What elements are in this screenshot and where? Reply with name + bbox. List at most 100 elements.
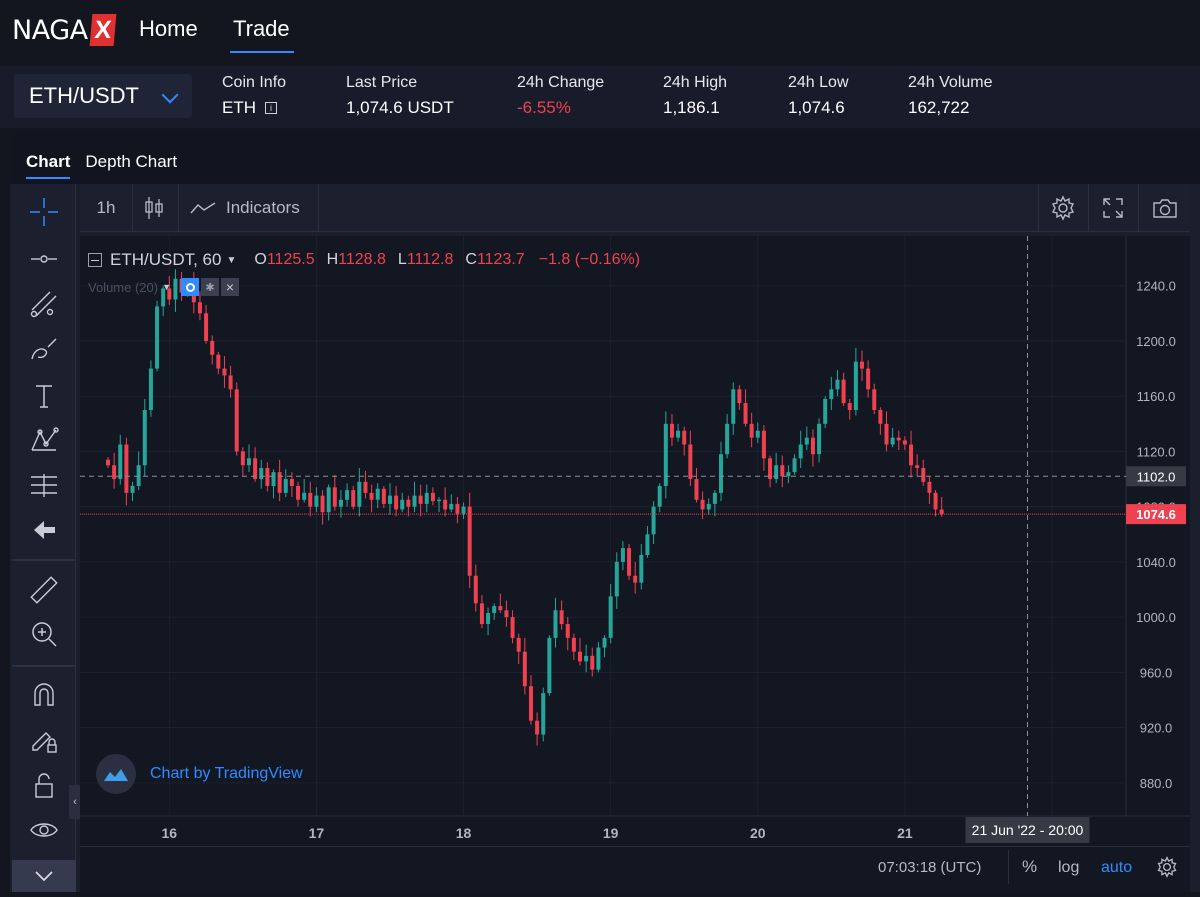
- study-remove-icon[interactable]: ×: [221, 278, 240, 296]
- chart-settings-gear-icon[interactable]: [1156, 856, 1178, 883]
- candle: [853, 347, 858, 416]
- tab-chart[interactable]: Chart: [26, 152, 71, 179]
- tradingview-watermark[interactable]: Chart by TradingView: [96, 754, 303, 794]
- interval-button[interactable]: 1h: [96, 198, 116, 217]
- candle-style-icon[interactable]: [134, 184, 174, 232]
- nav-home[interactable]: Home: [139, 16, 198, 41]
- candle: [890, 427, 895, 448]
- eye-icon[interactable]: [24, 812, 64, 848]
- ruler-icon[interactable]: [24, 572, 64, 608]
- crosshair-time-badge: 21 Jun '22 - 20:00: [965, 817, 1090, 843]
- candle: [167, 276, 172, 306]
- trend-line-icon[interactable]: [24, 241, 64, 277]
- candle: [259, 459, 264, 489]
- caret-down-icon[interactable]: ▼: [162, 282, 172, 292]
- legend-symbol[interactable]: ETH/USDT, 60: [110, 250, 222, 269]
- candle: [148, 360, 153, 417]
- lock-drawing-icon[interactable]: [24, 722, 64, 758]
- naga-logo[interactable]: NAGA X: [12, 12, 116, 48]
- fib-tool-icon[interactable]: [24, 286, 64, 322]
- info-icon[interactable]: i: [265, 102, 277, 114]
- utc-clock[interactable]: 07:03:18 (UTC): [878, 859, 982, 876]
- text-tool-icon[interactable]: [24, 378, 64, 414]
- hide-toolbar-handle[interactable]: ‹: [69, 785, 81, 819]
- pattern-tool-icon[interactable]: [24, 422, 64, 458]
- y-tick-label: 1000.0: [1136, 610, 1176, 625]
- candle: [829, 376, 834, 410]
- candle: [338, 490, 343, 518]
- candle: [228, 365, 233, 398]
- candle: [326, 484, 331, 521]
- candle: [706, 498, 711, 515]
- toolbar-divider: [132, 184, 133, 232]
- watermark-text: Chart by TradingView: [150, 765, 303, 782]
- indicators-button[interactable]: Indicators: [190, 184, 320, 232]
- fullscreen-icon[interactable]: [1092, 184, 1134, 232]
- settings-gear-icon[interactable]: [1042, 184, 1084, 232]
- back-arrow-icon[interactable]: [24, 512, 64, 548]
- candle: [345, 483, 350, 507]
- candle: [528, 675, 533, 725]
- candle: [725, 414, 730, 459]
- candle: [222, 356, 227, 388]
- change-24h: 24h Change -6.55%: [517, 74, 604, 118]
- candle: [608, 584, 613, 644]
- zoom-in-icon[interactable]: [24, 616, 64, 652]
- low-label: L: [397, 251, 407, 268]
- candle: [657, 483, 662, 513]
- legend-high: H1128.8: [327, 251, 398, 269]
- open-label: O: [254, 251, 267, 268]
- top-navigation: NAGA X Home Trade: [0, 0, 1200, 64]
- unlock-icon[interactable]: [24, 767, 64, 803]
- candle: [761, 425, 766, 471]
- price-chart[interactable]: 880.0920.0960.01000.01040.01080.01120.01…: [80, 236, 1190, 892]
- log-scale-toggle[interactable]: log: [1058, 859, 1080, 876]
- crosshair-icon[interactable]: [24, 194, 64, 230]
- candle: [804, 426, 809, 451]
- caret-down-icon[interactable]: ▼: [226, 254, 237, 266]
- candle: [161, 285, 166, 317]
- candle: [823, 396, 828, 428]
- low-label: 24h Low: [788, 74, 849, 91]
- candlestick-chart[interactable]: 880.0920.0960.01000.01040.01080.01120.01…: [80, 236, 1190, 892]
- tradingview-logo-icon: [96, 754, 136, 794]
- percent-scale-toggle[interactable]: %: [1022, 857, 1038, 876]
- svg-text:21 Jun '22 - 20:00: 21 Jun '22 - 20:00: [972, 822, 1084, 838]
- study-settings-icon[interactable]: ✱: [201, 278, 220, 296]
- pair-selector[interactable]: ETH/USDT: [14, 74, 192, 118]
- price-axis[interactable]: [1126, 236, 1190, 816]
- candle: [216, 352, 221, 375]
- legend-close: C1123.7: [465, 251, 538, 269]
- camera-icon[interactable]: [1142, 184, 1188, 232]
- eye-toggle-icon[interactable]: [181, 278, 200, 296]
- tab-depth-chart[interactable]: Depth Chart: [85, 152, 178, 171]
- candle: [197, 291, 202, 321]
- brush-icon[interactable]: [24, 331, 64, 367]
- candle: [375, 483, 380, 509]
- candle: [486, 607, 491, 636]
- candle: [437, 497, 442, 513]
- volume-study-label[interactable]: Volume (20): [88, 279, 159, 295]
- candle: [424, 484, 429, 513]
- nav-trade[interactable]: Trade: [230, 16, 294, 53]
- candle: [296, 481, 301, 507]
- forecast-tool-icon[interactable]: [24, 467, 64, 503]
- auto-scale-toggle[interactable]: auto: [1101, 859, 1133, 876]
- toolbar-divider: [12, 665, 76, 667]
- collapse-toolbar-button[interactable]: [12, 860, 76, 892]
- candle: [676, 423, 681, 442]
- candle: [314, 487, 319, 513]
- candle: [381, 485, 386, 509]
- candle: [682, 426, 687, 456]
- y-tick-label: 1120.0: [1137, 444, 1176, 459]
- last-price-badge: 1074.6: [1126, 504, 1186, 525]
- candle: [302, 479, 307, 503]
- candle: [265, 462, 270, 492]
- collapse-legend-icon[interactable]: [88, 253, 102, 267]
- x-tick-label: 16: [162, 825, 178, 841]
- candle: [700, 491, 705, 520]
- candle: [240, 447, 245, 477]
- candle: [841, 372, 846, 406]
- magnet-icon[interactable]: [24, 677, 64, 713]
- toolbar-divider: [12, 559, 76, 561]
